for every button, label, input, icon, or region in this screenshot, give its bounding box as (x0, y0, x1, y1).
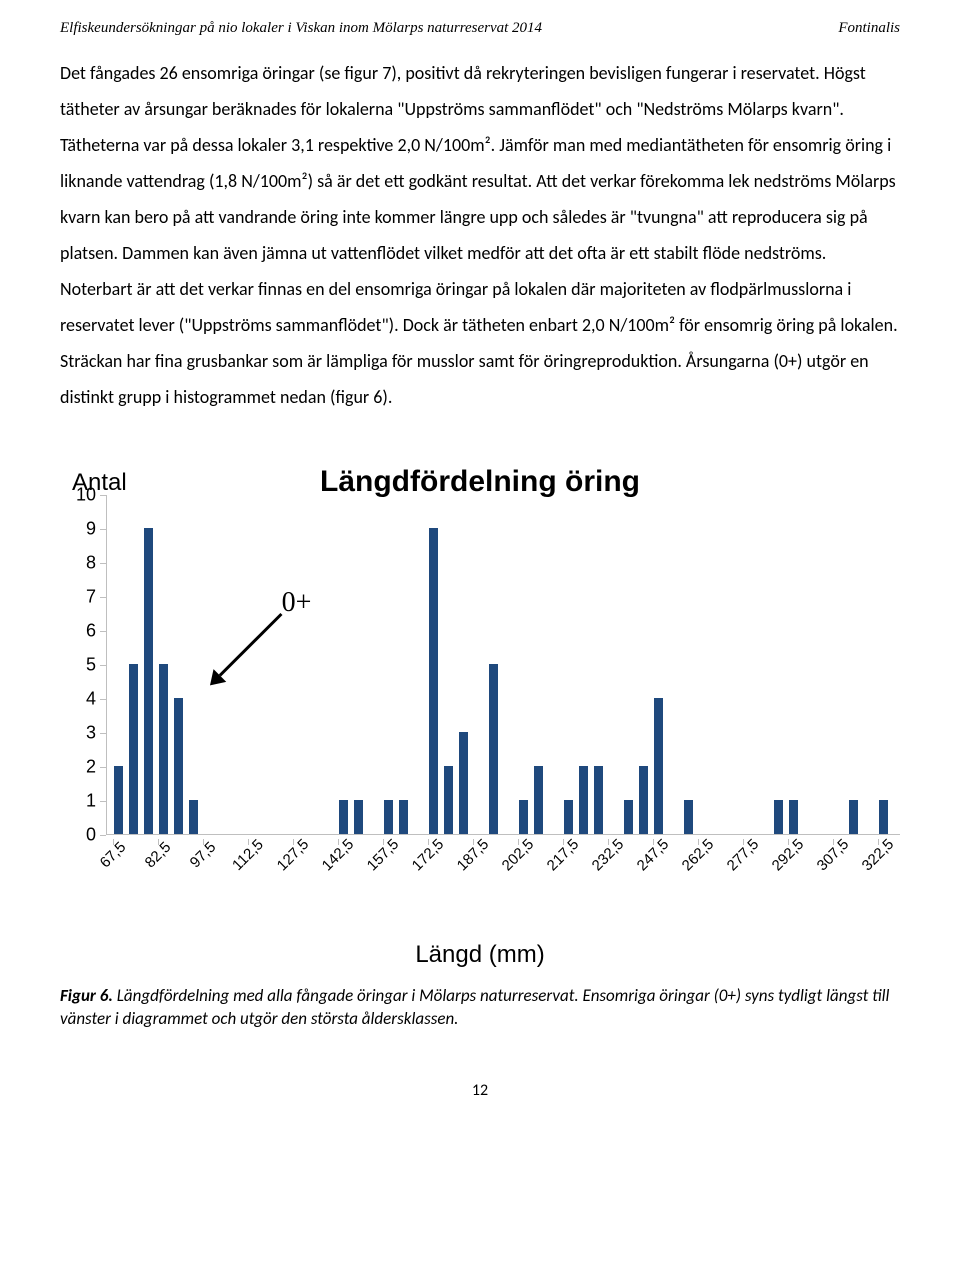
x-tick-label: 322,5 (858, 836, 897, 875)
x-tick-label: 247,5 (634, 836, 673, 875)
x-tick-label: 112,5 (229, 836, 267, 874)
y-tick-label: 10 (76, 485, 96, 506)
y-tick-mark (100, 835, 106, 836)
histogram-bar (879, 800, 888, 834)
x-tick-label: 97,5 (187, 839, 220, 872)
x-tick-label: 157,5 (364, 836, 403, 875)
histogram-chart: Antal Längdfördelning öring 012345678910… (60, 475, 900, 915)
x-tick-label: 127,5 (274, 836, 313, 875)
y-tick-label: 8 (86, 553, 96, 574)
histogram-bar (579, 766, 588, 834)
x-tick-label: 217,5 (544, 836, 583, 875)
histogram-bar (849, 800, 858, 834)
histogram-bar (534, 766, 543, 834)
histogram-bar (429, 528, 438, 834)
y-tick-label: 7 (86, 587, 96, 608)
x-axis-title: Längd (mm) (415, 941, 544, 969)
histogram-bar (384, 800, 393, 834)
x-tick-label: 67,5 (97, 839, 130, 872)
histogram-bar (189, 800, 198, 834)
figure-caption: Figur 6. Längdfördelning med alla fångad… (60, 985, 900, 1031)
caption-rest: Längdfördelning med alla fångade öringar… (60, 985, 889, 1029)
caption-bold: Figur 6. (60, 985, 113, 1006)
x-tick-label: 292,5 (768, 836, 807, 875)
header-left: Elfiskeundersökningar på nio lokaler i V… (60, 20, 542, 37)
histogram-bar (144, 528, 153, 834)
histogram-bar (789, 800, 798, 834)
histogram-bar (354, 800, 363, 834)
y-tick-label: 2 (86, 757, 96, 778)
body-paragraph: Det fångades 26 ensomriga öringar (se fi… (60, 55, 900, 415)
histogram-bar (399, 800, 408, 834)
y-tick-label: 6 (86, 621, 96, 642)
x-axis-ticks: 67,582,597,5112,5127,5142,5157,5172,5187… (106, 839, 900, 909)
histogram-bar (159, 664, 168, 834)
x-tick-label: 172,5 (409, 836, 448, 875)
histogram-bar (774, 800, 783, 834)
x-tick-label: 187,5 (454, 836, 493, 875)
y-tick-label: 3 (86, 723, 96, 744)
histogram-bar (519, 800, 528, 834)
histogram-bar (459, 732, 468, 834)
x-tick-label: 277,5 (723, 836, 762, 875)
page-header: Elfiskeundersökningar på nio lokaler i V… (60, 20, 900, 37)
y-tick-label: 1 (86, 791, 96, 812)
histogram-bar (654, 698, 663, 834)
page-number: 12 (60, 1081, 900, 1100)
histogram-bar (639, 766, 648, 834)
x-tick-label: 262,5 (678, 836, 717, 875)
x-tick-label: 307,5 (813, 836, 852, 875)
x-tick-label: 232,5 (589, 836, 628, 875)
y-tick-label: 9 (86, 519, 96, 540)
histogram-bar (339, 800, 348, 834)
histogram-bar (489, 664, 498, 834)
y-axis-ticks: 012345678910 (60, 495, 100, 835)
x-tick-label: 82,5 (142, 839, 175, 872)
histogram-bar (684, 800, 693, 834)
y-tick-label: 4 (86, 689, 96, 710)
histogram-bar (594, 766, 603, 834)
chart-title: Längdfördelning öring (320, 465, 640, 499)
header-right: Fontinalis (838, 20, 900, 37)
annotation-arrow-icon (198, 602, 293, 697)
plot-area: 0+ (106, 495, 900, 835)
y-tick-label: 5 (86, 655, 96, 676)
histogram-bar (624, 800, 633, 834)
x-tick-label: 202,5 (499, 836, 538, 875)
histogram-bar (129, 664, 138, 834)
x-tick-label: 142,5 (319, 836, 358, 875)
histogram-bar (114, 766, 123, 834)
histogram-bar (444, 766, 453, 834)
histogram-bar (174, 698, 183, 834)
histogram-bar (564, 800, 573, 834)
y-tick-label: 0 (86, 825, 96, 846)
